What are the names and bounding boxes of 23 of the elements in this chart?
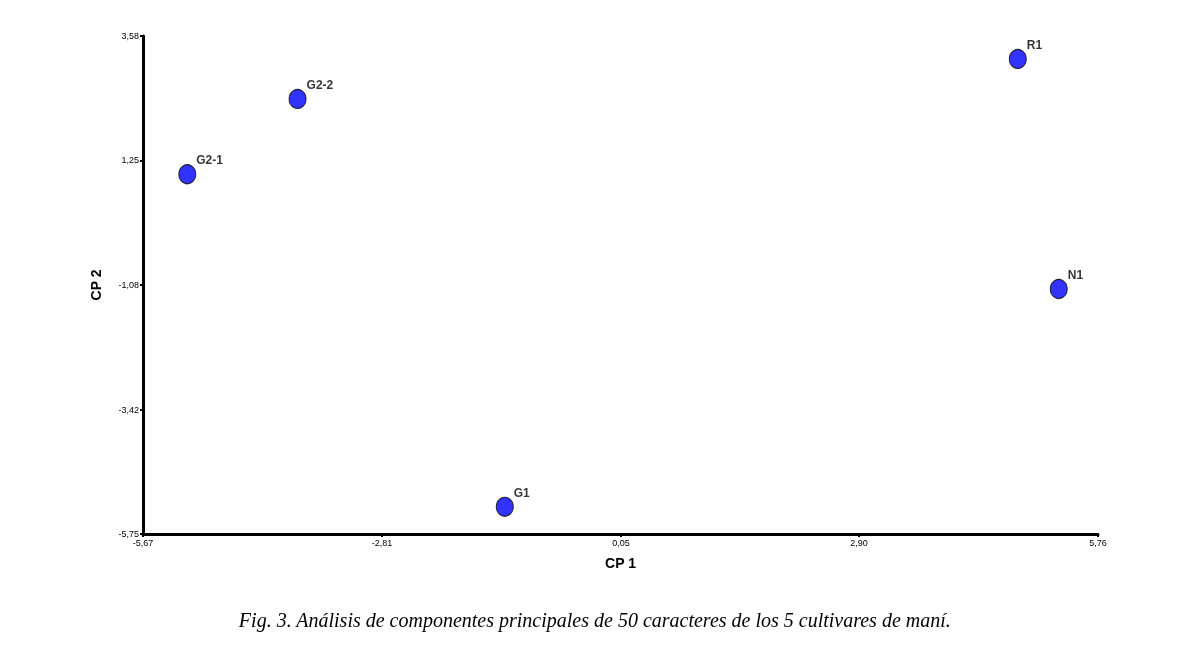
annotation: G1 <box>513 485 531 500</box>
y-axis-title: CP 2 <box>88 269 104 301</box>
x-tick-label: 5,76 <box>1089 537 1107 548</box>
caption: Fig. 3. Análisis de componentes principales de 50 caracteres de los 5 cultivares de maní. <box>237 609 951 632</box>
point <box>178 164 197 185</box>
annotation: G2-1 <box>196 153 224 168</box>
point <box>495 496 514 517</box>
x-tick-label: 2,90 <box>850 537 868 548</box>
point <box>1008 48 1027 69</box>
y-tick-label: 1,25 <box>121 155 139 166</box>
y-tick-label: 3,58 <box>121 31 139 41</box>
x-tick-label: -2,81 <box>371 537 393 548</box>
x-axis-title: CP 1 <box>605 555 637 571</box>
point <box>1049 279 1068 299</box>
x-tick-label: 0,05 <box>612 537 630 548</box>
y-tick-label: -3,42 <box>118 404 139 415</box>
x-tick-label: -5,67 <box>132 537 154 548</box>
annotation: N1 <box>1067 268 1084 282</box>
annotation: R1 <box>1026 37 1043 52</box>
point <box>288 88 307 109</box>
y-tick-label: -5,75 <box>118 529 139 539</box>
y-tick-label: -1,08 <box>118 279 139 290</box>
annotation: G2-2 <box>306 77 334 92</box>
